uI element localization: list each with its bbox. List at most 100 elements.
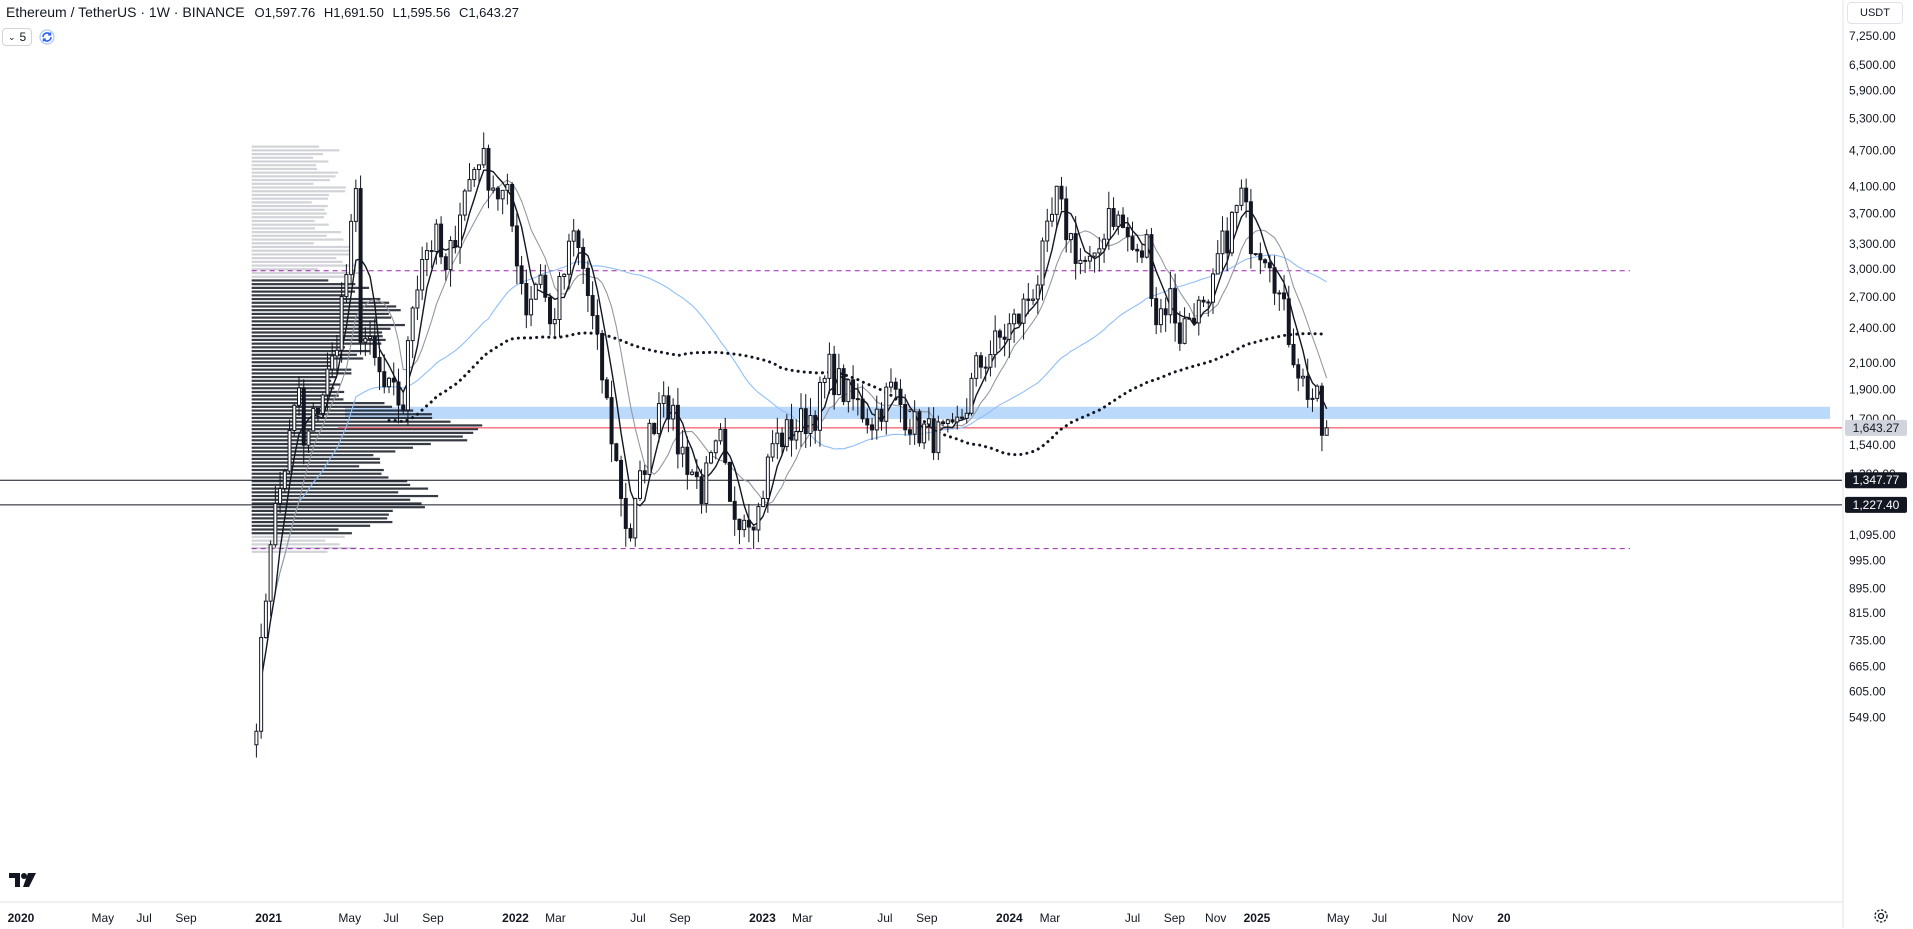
candle-body [500, 189, 505, 200]
candle [680, 430, 685, 468]
candle-body [775, 432, 780, 445]
gear-icon[interactable] [1873, 908, 1889, 924]
candle [761, 490, 766, 508]
indicators-toggle-button[interactable]: ⌄ 5 [2, 28, 33, 46]
volume-profile-bar [251, 353, 357, 356]
y-tick-label: 5,300.00 [1849, 112, 1896, 126]
volume-profile-bar [251, 156, 314, 159]
candle [907, 418, 912, 445]
x-tick-label: Jul [1372, 911, 1387, 925]
candle [874, 395, 879, 440]
candle [1324, 420, 1329, 436]
candle-body [803, 408, 808, 435]
volume-profile-bar [251, 461, 381, 464]
candle [486, 144, 491, 209]
volume-profile-bar [251, 208, 325, 211]
volume-profile-bar [251, 409, 414, 412]
candle-body [898, 388, 903, 406]
candle-body [903, 404, 908, 431]
volume-profile [251, 145, 483, 553]
candle [339, 282, 344, 363]
candle [1215, 240, 1220, 275]
candle-body [410, 307, 415, 342]
y-tick-label: 3,000.00 [1849, 262, 1896, 276]
candle-body [926, 418, 931, 425]
candle [282, 468, 287, 493]
candle [344, 264, 349, 304]
candle [1296, 358, 1301, 392]
candle [320, 393, 325, 418]
current-price-label: 1,643.27 [1853, 421, 1900, 435]
x-tick-label: Nov [1205, 911, 1226, 925]
candle-body [562, 273, 567, 277]
candle-body [1282, 292, 1287, 300]
candle [1092, 252, 1097, 273]
candle-body [983, 366, 988, 369]
candle-body [685, 446, 690, 475]
candle [1102, 233, 1107, 263]
candle-body [585, 267, 590, 297]
support-2-label: 1,227.40 [1853, 498, 1900, 512]
support-zone [345, 406, 1830, 419]
candle [893, 377, 898, 401]
candle [1007, 313, 1012, 358]
high-label: H [323, 5, 334, 20]
candle [988, 340, 993, 377]
volume-profile-bar [251, 335, 383, 338]
candle-body [297, 387, 302, 406]
volume-profile-bar [251, 483, 411, 487]
candle [1116, 210, 1121, 235]
y-tick-label: 4,700.00 [1849, 143, 1896, 157]
candle-body [1102, 238, 1107, 250]
refresh-icon[interactable] [38, 28, 56, 46]
x-tick-label: 2020 [8, 911, 35, 925]
candle-body [481, 147, 486, 166]
candle-body [647, 422, 652, 475]
candle-body [822, 377, 827, 383]
currency-selector[interactable]: USDT [1847, 2, 1903, 24]
candle-body [306, 430, 311, 446]
candle [453, 225, 458, 254]
candle [330, 342, 335, 378]
x-tick-label: 2023 [749, 911, 776, 925]
x-tick-label: 2025 [1244, 911, 1271, 925]
candle-body [1073, 233, 1078, 264]
candle [808, 398, 813, 447]
y-tick-label: 2,700.00 [1849, 290, 1896, 304]
tradingview-logo-icon[interactable] [8, 870, 40, 890]
candle [997, 328, 1002, 349]
candle [1173, 273, 1178, 342]
candle-body [751, 526, 756, 531]
candle-body [443, 256, 448, 271]
symbol-title[interactable]: Ethereum / TetherUS · 1W · BINANCE [6, 4, 245, 20]
volume-profile-bar [251, 164, 317, 167]
candle [884, 382, 889, 435]
candle-body [576, 230, 581, 249]
candle [476, 164, 481, 183]
candle [415, 275, 420, 320]
candle-body [1116, 214, 1121, 227]
candle-body [320, 394, 325, 415]
volume-profile-bar [251, 494, 439, 498]
candle [619, 455, 624, 517]
candle-body [1267, 262, 1272, 269]
candle [1078, 248, 1083, 275]
candle [661, 381, 666, 418]
candle-body [548, 296, 553, 325]
candle [1300, 368, 1305, 387]
candle [410, 306, 415, 359]
candle-body [1196, 299, 1201, 324]
candle-body [884, 386, 889, 422]
candle-body [817, 381, 822, 431]
volume-profile-bar [251, 271, 360, 275]
candle-body [1229, 211, 1234, 254]
volume-profile-bar [251, 294, 349, 297]
volume-profile-bar [251, 513, 389, 516]
candle-body [855, 398, 860, 401]
candle-body [846, 379, 851, 403]
candle [1267, 255, 1272, 283]
candle [1282, 275, 1287, 311]
candle [671, 398, 676, 431]
volume-profile-bar [251, 219, 315, 223]
